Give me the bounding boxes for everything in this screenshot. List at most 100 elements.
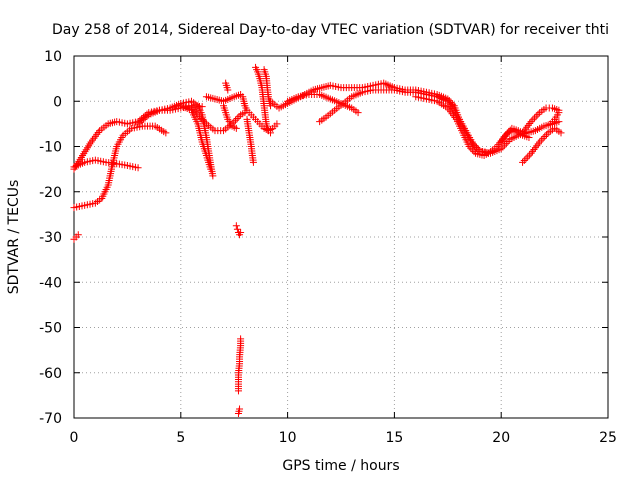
- data-point: [191, 107, 199, 115]
- data-point: [234, 409, 242, 417]
- data-point: [524, 153, 532, 161]
- data-point: [136, 118, 144, 126]
- series-arc-9: [220, 102, 240, 132]
- data-point: [537, 136, 545, 144]
- data-point: [207, 165, 215, 173]
- data-point: [465, 143, 473, 150]
- data-point: [141, 114, 149, 122]
- data-point: [525, 133, 533, 141]
- series-arc-12: [234, 335, 245, 395]
- data-point: [232, 124, 240, 132]
- x-axis-label: GPS time / hours: [282, 458, 399, 474]
- series-arc-11: [232, 222, 245, 239]
- series-arc-24: [546, 109, 563, 128]
- y-tick-label: -40: [39, 275, 62, 291]
- data-point: [501, 141, 509, 149]
- data-point: [187, 102, 195, 110]
- data-point: [354, 109, 362, 117]
- y-tick-label: -50: [39, 321, 62, 337]
- y-tick-label: -30: [39, 230, 62, 246]
- data-point: [445, 99, 453, 107]
- data-point: [134, 120, 142, 128]
- data-point: [500, 134, 508, 142]
- data-point: [541, 133, 549, 141]
- data-point: [527, 118, 535, 126]
- data-point: [249, 158, 257, 166]
- data-point: [224, 86, 232, 94]
- data-point: [532, 112, 540, 120]
- data-point: [233, 114, 241, 122]
- series-arc-2: [70, 156, 142, 172]
- grid: [74, 56, 608, 418]
- data-point: [474, 145, 482, 153]
- data-point: [467, 144, 475, 152]
- series-arc-23: [519, 104, 563, 137]
- data-point: [520, 157, 528, 165]
- data-point: [197, 114, 205, 122]
- x-tick-label: 15: [385, 430, 403, 446]
- data-point: [231, 116, 239, 124]
- data-point: [194, 111, 202, 119]
- y-tick-label: -70: [39, 411, 62, 427]
- data-point: [74, 231, 82, 239]
- data-point: [233, 225, 241, 233]
- y-axis-label: SDTVAR / TECUs: [6, 180, 22, 295]
- axis-ticks: 0 5 10 15 20 25 10 0 -10 -20 -30 -40 -50 -60 -70: [39, 49, 617, 446]
- data-point: [273, 120, 281, 128]
- x-tick-label: 0: [70, 430, 79, 446]
- series-arc-22: [519, 124, 565, 166]
- y-tick-label: 0: [53, 94, 62, 110]
- data-point: [542, 131, 550, 139]
- series-arc-19: [284, 90, 362, 117]
- data-point: [531, 114, 539, 122]
- data-point: [189, 104, 197, 112]
- data-point: [497, 145, 505, 153]
- data-point: [198, 103, 206, 111]
- data-point: [555, 109, 563, 117]
- series-arc-25: [497, 127, 533, 146]
- data-point: [529, 116, 537, 124]
- data-point: [199, 116, 207, 124]
- data-point: [473, 144, 481, 152]
- data-point: [555, 118, 563, 126]
- series-arc-1: [70, 122, 170, 212]
- data-point: [539, 134, 547, 142]
- data-point: [193, 109, 201, 117]
- data-point: [499, 143, 507, 151]
- data-point: [139, 115, 147, 123]
- data-point: [498, 136, 506, 144]
- data-point: [196, 113, 204, 121]
- data-point: [497, 138, 505, 146]
- data-point: [162, 129, 170, 137]
- x-tick-label: 5: [176, 430, 185, 446]
- data-point: [468, 146, 476, 154]
- data-point: [519, 158, 527, 166]
- data-marks: [70, 63, 565, 417]
- data-point: [209, 172, 217, 180]
- data-point: [489, 147, 497, 155]
- series-arc-10: [222, 79, 232, 94]
- data-point: [237, 228, 245, 236]
- data-point: [470, 148, 478, 156]
- data-point: [522, 155, 530, 163]
- data-point: [232, 222, 240, 230]
- series-arc-7: [202, 90, 245, 105]
- data-point: [444, 97, 452, 105]
- data-point: [502, 139, 510, 147]
- x-tick-label: 25: [599, 430, 617, 446]
- y-tick-label: -10: [39, 140, 62, 156]
- data-point: [534, 110, 542, 118]
- y-tick-label: -60: [39, 366, 62, 382]
- data-point: [201, 118, 209, 126]
- data-point: [525, 151, 533, 159]
- data-point: [138, 117, 146, 125]
- data-point: [134, 164, 142, 172]
- series-arc-13: [234, 405, 244, 417]
- series-arc-3: [70, 231, 82, 243]
- x-tick-label: 10: [279, 430, 297, 446]
- data-point: [501, 133, 509, 141]
- series-arc-15: [243, 115, 257, 166]
- series-arc-16: [252, 63, 275, 137]
- data-point: [536, 138, 544, 146]
- y-tick-label: -20: [39, 185, 62, 201]
